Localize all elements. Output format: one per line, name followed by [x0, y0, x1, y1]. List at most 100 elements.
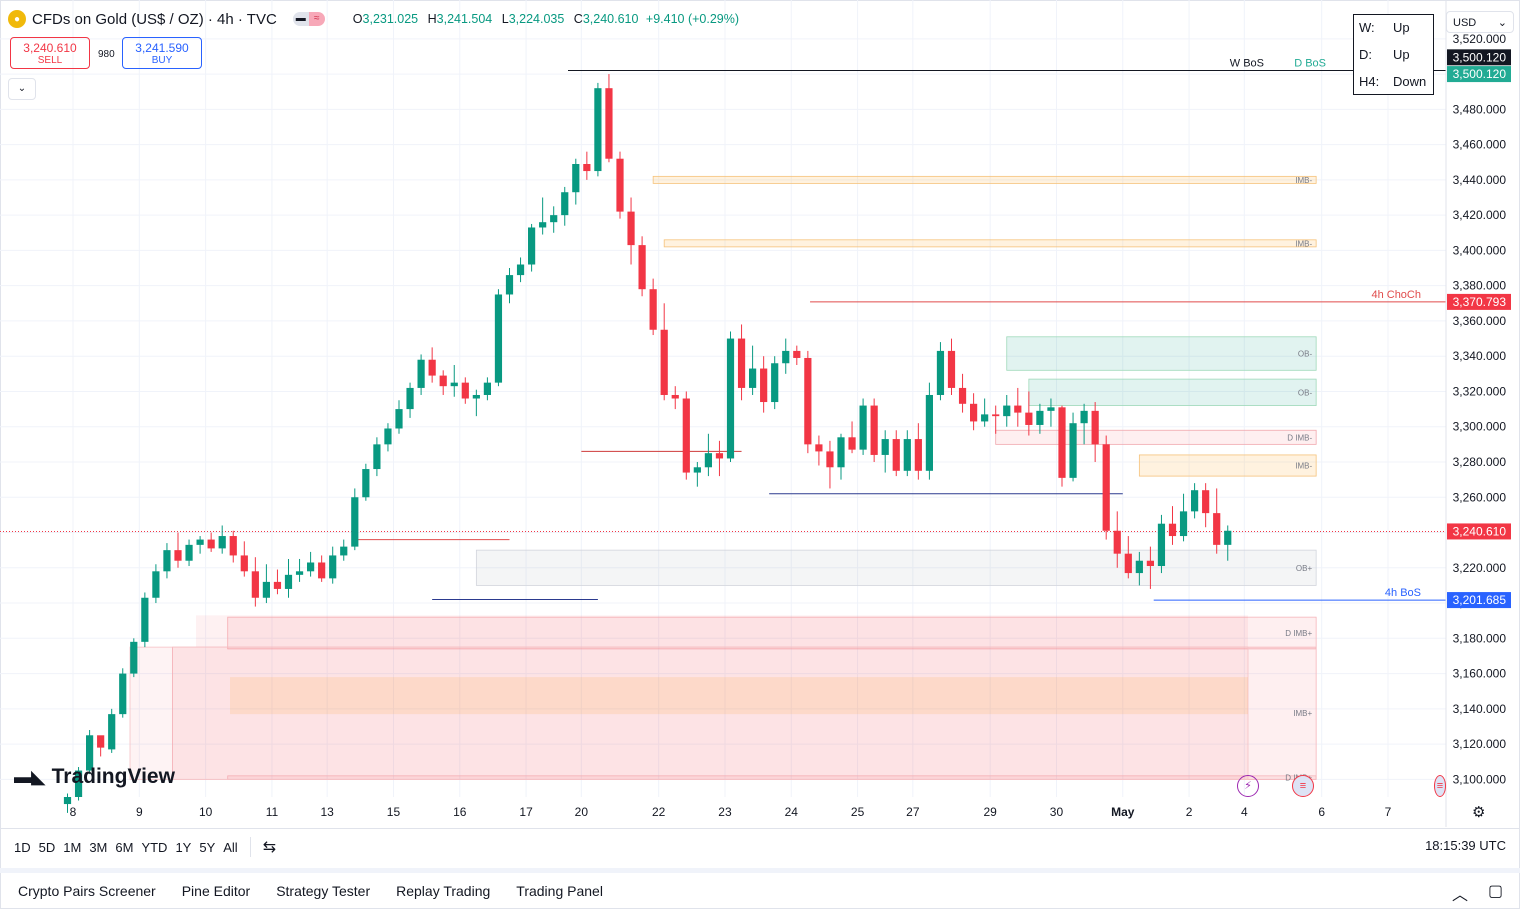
indicator-toggle[interactable]: ▬ ≈ [292, 12, 325, 26]
candle-body [925, 394, 933, 471]
candle-body [240, 555, 248, 572]
candle-body [152, 571, 160, 598]
candle-body [1047, 407, 1055, 411]
candle-body [649, 289, 657, 330]
lightning-event-icon[interactable]: ⚡ [1237, 775, 1259, 797]
time-axis-tick: 29 [983, 805, 997, 819]
candle-body [362, 469, 370, 498]
currency-select[interactable]: USD ⌄ [1446, 11, 1514, 33]
candle-body [616, 158, 624, 212]
candle-body [815, 444, 823, 452]
tab-replay-trading[interactable]: Replay Trading [396, 883, 491, 899]
price-axis-badge [1447, 523, 1511, 540]
price-axis-tick: 3,280.000 [1453, 455, 1507, 469]
candle-body [970, 403, 978, 422]
candle-body [262, 581, 270, 598]
candle-body [516, 264, 525, 276]
zone-box [1006, 336, 1317, 371]
date-range-calendar-icon[interactable]: ⇆ [262, 839, 277, 856]
candle-body [837, 437, 845, 468]
symbol-title[interactable]: CFDs on Gold (US$ / OZ) · 4h · TVC [32, 10, 277, 28]
candle-body [1091, 410, 1099, 445]
candle-body [1036, 410, 1044, 425]
candle-body [870, 405, 878, 455]
wave-icon[interactable]: ≈ [308, 12, 325, 26]
time-axis-tick: 24 [785, 805, 799, 819]
candle-body [793, 350, 801, 358]
price-axis-badge-label: 3,500.120 [1453, 67, 1507, 81]
zone-box [652, 175, 1317, 184]
tf-1y[interactable]: 1Y [175, 839, 192, 855]
price-axis-tick: 3,260.000 [1453, 490, 1507, 504]
candle-body [141, 597, 149, 642]
candle-body [782, 350, 790, 364]
collapse-chevron-icon[interactable]: ⌄ [8, 78, 36, 100]
tf-6m[interactable]: 6M [115, 839, 134, 855]
candle-body [273, 581, 282, 589]
candle-body [1102, 444, 1110, 531]
gold-symbol-icon: ● [8, 10, 26, 28]
tf-all[interactable]: All [223, 839, 238, 855]
tab-trading-panel[interactable]: Trading Panel [516, 883, 603, 899]
price-axis-tick: 3,300.000 [1453, 420, 1507, 434]
candle-body [804, 357, 812, 445]
sell-button[interactable]: 3,240.610 SELL [10, 37, 90, 69]
candle-body [196, 539, 204, 545]
tf-5d[interactable]: 5D [38, 839, 56, 855]
candle-body [605, 88, 613, 159]
hide-icon[interactable]: ▬ [292, 12, 309, 26]
candle-body [439, 375, 447, 387]
candle-body [108, 714, 116, 750]
price-axis-tick: 3,120.000 [1453, 737, 1507, 751]
tab-strategy-tester[interactable]: Strategy Tester [276, 883, 371, 899]
settings-gear-icon[interactable]: ⚙ [1472, 804, 1486, 821]
tab-crypto-pairs-screener[interactable]: Crypto Pairs Screener [18, 883, 156, 899]
candle-body [74, 770, 83, 797]
candle-body [583, 164, 591, 172]
candle-body [771, 363, 779, 403]
candle-body [528, 227, 536, 265]
collapse-panel-chevron-icon[interactable]: ︿ [1452, 887, 1469, 904]
price-chart[interactable]: IMB-IMB-OB-OB-D IMB-IMB-OB+D IMB+IMB+D I… [0, 0, 1520, 828]
candle-body [1014, 405, 1022, 413]
tab-pine-editor[interactable]: Pine Editor [181, 883, 251, 899]
tf-ytd[interactable]: YTD [141, 839, 168, 855]
candle-body [417, 359, 425, 388]
candle-body [384, 428, 392, 445]
buy-button[interactable]: 3,241.590 BUY [122, 37, 202, 69]
candle-body [86, 735, 94, 771]
maximize-panel-icon[interactable]: ▢ [1488, 883, 1504, 900]
candle-body [329, 555, 337, 579]
tf-3m[interactable]: 3M [89, 839, 108, 855]
zone-label: D IMB+ [1285, 629, 1312, 638]
candle-body [671, 394, 679, 399]
level-label: 4h ChoCh [1371, 289, 1421, 301]
tradingview-logo: ▬◣ TradingView [14, 765, 175, 788]
price-axis-tick: 3,360.000 [1453, 314, 1507, 328]
candle-body [1224, 530, 1232, 545]
price-axis-badge [1447, 293, 1511, 310]
zone-label: D IMB- [1287, 433, 1312, 442]
candle-body [1003, 405, 1011, 417]
tf-1m[interactable]: 1M [63, 839, 82, 855]
price-axis-badge [1447, 592, 1511, 609]
candle-body [638, 245, 646, 290]
bias-row-daily: D: [1359, 47, 1372, 62]
candle-body [1124, 553, 1132, 574]
time-axis-tick: 10 [199, 805, 213, 819]
candle-body [947, 350, 956, 388]
tf-5y[interactable]: 5Y [199, 839, 216, 855]
tf-1d[interactable]: 1D [14, 839, 31, 855]
zone-label: OB- [1298, 388, 1313, 397]
candle-body [682, 398, 690, 473]
price-axis-tick: 3,160.000 [1453, 667, 1507, 681]
zone-box [227, 616, 1317, 650]
price-axis-tick: 3,320.000 [1453, 384, 1507, 398]
utc-clock[interactable]: 18:15:39 UTC [1425, 838, 1506, 853]
zone-label: OB- [1298, 350, 1313, 359]
us-flag-event-icon-partial[interactable]: ≡ [1434, 775, 1446, 797]
us-flag-event-icon[interactable]: ≡ [1292, 775, 1314, 797]
candle-body [119, 673, 127, 715]
candle-body [251, 571, 259, 598]
candle-body [461, 382, 469, 399]
